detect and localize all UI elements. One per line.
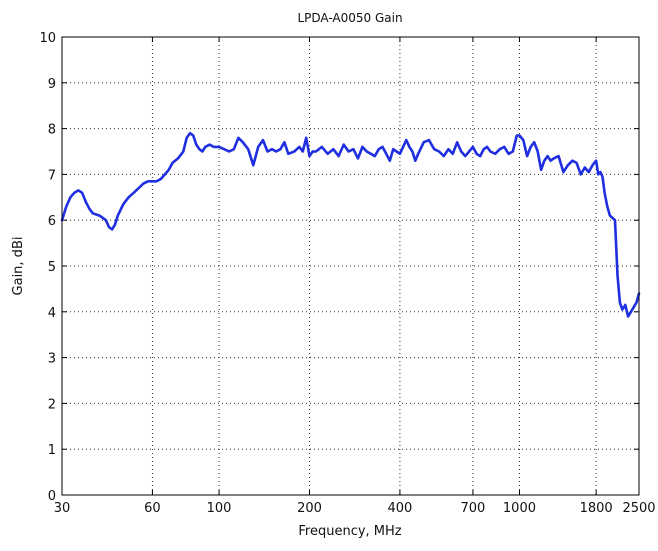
y-tick-label: 4 xyxy=(48,306,56,321)
x-tick-label: 200 xyxy=(297,501,322,516)
y-tick-label: 6 xyxy=(48,214,56,229)
tick-labels: 30 60 100 200 400 700 1000 1800 2500 0 1 2 3 4 5 6 7 8 9 10 xyxy=(39,31,655,516)
y-tick-label: 10 xyxy=(39,31,56,46)
x-tick-label: 100 xyxy=(207,501,232,516)
y-tick-label: 1 xyxy=(48,443,56,458)
x-tick-label: 1800 xyxy=(580,501,613,516)
y-tick-label: 8 xyxy=(48,123,56,138)
series-group xyxy=(60,131,641,318)
grid xyxy=(62,37,639,495)
x-axis-label: Frequency, MHz xyxy=(298,524,401,539)
y-tick-label: 2 xyxy=(48,397,56,412)
chart-title: LPDA-A0050 Gain xyxy=(297,11,402,25)
x-tick-label: 30 xyxy=(54,501,71,516)
x-tick-label: 400 xyxy=(388,501,413,516)
plot-frame xyxy=(61,36,640,496)
y-tick-label: 5 xyxy=(48,260,56,275)
x-tick-label: 2500 xyxy=(622,501,655,516)
y-tick-label: 7 xyxy=(48,168,56,183)
y-tick-label: 3 xyxy=(48,352,56,367)
y-tick-label: 0 xyxy=(48,489,56,504)
y-axis-label: Gain, dBi xyxy=(11,237,26,296)
gain-series-line xyxy=(60,131,641,318)
x-tick-label: 700 xyxy=(461,501,486,516)
x-tick-label: 1000 xyxy=(503,501,536,516)
y-tick-label: 9 xyxy=(48,77,56,92)
x-tick-label: 60 xyxy=(144,501,161,516)
